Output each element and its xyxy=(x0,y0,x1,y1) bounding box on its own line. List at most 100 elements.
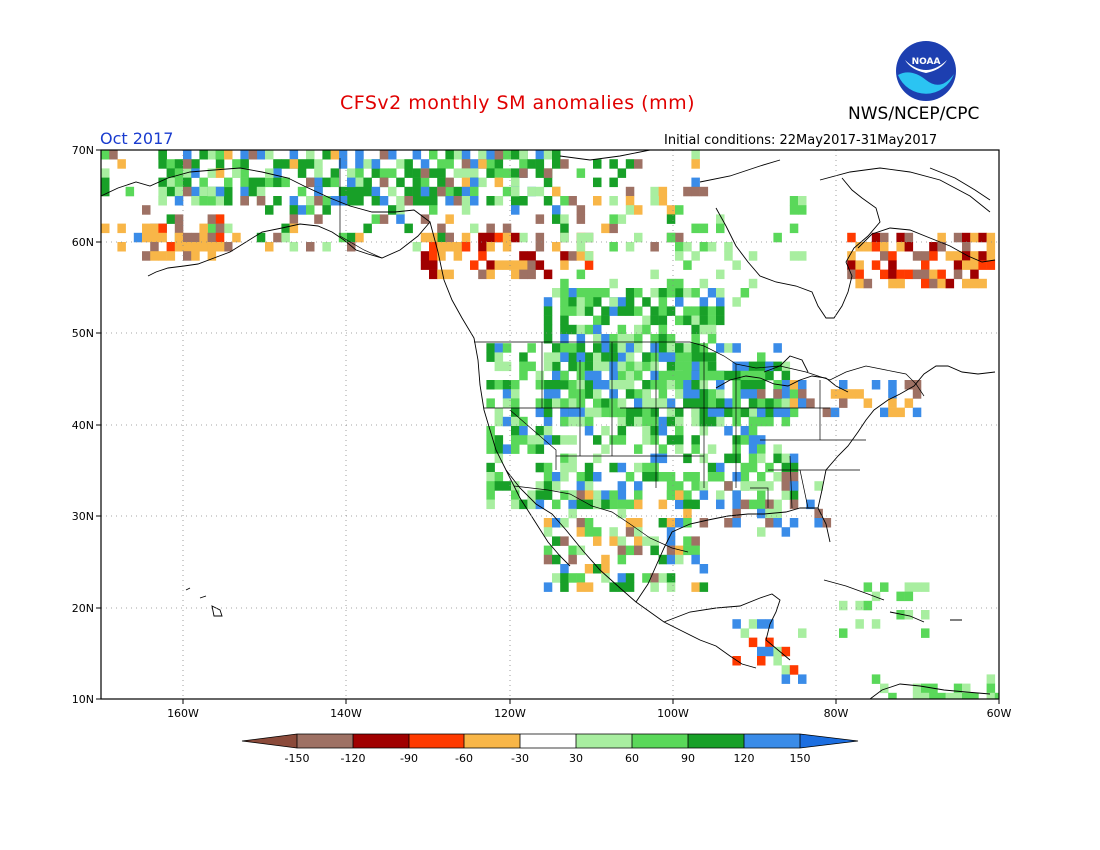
anomaly-cell xyxy=(494,481,504,491)
anomaly-cell xyxy=(609,370,618,381)
anomaly-cell xyxy=(896,269,905,280)
anomaly-cell xyxy=(166,251,176,261)
anomaly-cell xyxy=(535,490,545,500)
anomaly-cell xyxy=(379,214,389,224)
anomaly-cell xyxy=(904,610,914,620)
anomaly-cell xyxy=(732,508,741,519)
anomaly-cell xyxy=(658,324,668,335)
anomaly-cell xyxy=(609,177,618,188)
anomaly-cell xyxy=(560,288,569,298)
anomaly-cell xyxy=(683,306,692,316)
anomaly-cell xyxy=(158,223,167,234)
anomaly-cell xyxy=(699,297,709,307)
anomaly-cell xyxy=(215,196,225,206)
anomaly-cell xyxy=(101,177,110,188)
anomaly-cell xyxy=(445,196,454,206)
anomaly-cell xyxy=(839,600,848,611)
anomaly-cell xyxy=(650,196,659,206)
anomaly-cell xyxy=(560,306,569,316)
anomaly-cell xyxy=(650,426,659,436)
anomaly-cell xyxy=(486,196,495,206)
anomaly-cell xyxy=(732,297,741,307)
anomaly-cell xyxy=(675,380,684,390)
anomaly-cell xyxy=(150,232,159,243)
colorbar-box-m60-m30 xyxy=(464,734,520,748)
anomaly-cell xyxy=(707,416,717,427)
anomaly-cell xyxy=(748,370,758,381)
anomaly-cell xyxy=(666,334,676,344)
anomaly-cell xyxy=(199,186,208,197)
anomaly-cell xyxy=(297,168,307,178)
anomaly-cell xyxy=(617,554,627,565)
anomaly-cell xyxy=(625,499,635,510)
anomaly-cell xyxy=(658,343,668,353)
anomaly-cell xyxy=(552,389,561,399)
longitude-labels: 160W 140W 120W 100W 80W 60W xyxy=(167,707,1011,720)
anomaly-cell xyxy=(355,168,364,178)
anomaly-cell xyxy=(363,177,372,188)
anomaly-cell xyxy=(265,150,274,160)
anomaly-cell xyxy=(666,214,676,224)
anomaly-cell xyxy=(552,554,561,565)
anomaly-cell xyxy=(470,159,479,169)
anomaly-cell xyxy=(863,398,873,408)
anomaly-cell xyxy=(945,692,955,699)
anomaly-cell xyxy=(617,582,627,592)
anomaly-cell xyxy=(609,435,618,445)
anomaly-cell xyxy=(789,665,799,675)
anomaly-cell xyxy=(494,435,504,445)
anomaly-cell xyxy=(601,223,610,234)
anomaly-cell xyxy=(634,499,643,510)
anomaly-cell xyxy=(953,269,963,280)
anomaly-cell xyxy=(962,692,971,699)
anomaly-cell xyxy=(183,232,192,243)
anomaly-cell xyxy=(921,692,930,699)
anomaly-cell xyxy=(683,499,692,510)
anomaly-cell xyxy=(757,352,766,362)
anomaly-cell xyxy=(511,186,520,197)
anomaly-cell xyxy=(543,554,553,565)
anomaly-cell xyxy=(634,306,643,316)
anomaly-cell xyxy=(937,232,946,243)
anomaly-cell xyxy=(650,315,659,326)
anomaly-cell xyxy=(707,398,717,408)
anomaly-cell xyxy=(420,168,430,178)
anomaly-cell xyxy=(634,232,643,243)
anomaly-cell xyxy=(748,462,758,473)
anomaly-cell xyxy=(568,508,577,519)
anomaly-cell xyxy=(724,426,733,436)
anomaly-cell xyxy=(412,186,422,197)
anomaly-cell xyxy=(511,490,520,500)
anomaly-cell xyxy=(683,536,692,546)
anomaly-cell xyxy=(691,186,700,197)
anomaly-cell xyxy=(666,205,676,215)
anomaly-cell xyxy=(765,407,774,418)
anomaly-cell xyxy=(511,205,520,215)
anomaly-cell xyxy=(781,462,791,473)
anomaly-cell xyxy=(215,214,225,224)
anomaly-cell xyxy=(568,554,577,565)
anomaly-cell xyxy=(552,499,561,510)
anomaly-cell xyxy=(765,462,774,473)
anomaly-cell xyxy=(142,205,151,215)
anomaly-cell xyxy=(552,472,561,482)
anomaly-cell xyxy=(486,232,495,243)
anomaly-cell xyxy=(634,490,643,500)
anomaly-cell xyxy=(478,251,487,261)
anomaly-cell xyxy=(232,168,241,178)
anomaly-cell xyxy=(478,232,487,243)
anomaly-cell xyxy=(683,186,692,197)
anomaly-cell xyxy=(478,150,487,160)
anomaly-cell xyxy=(511,426,520,436)
anomaly-cell xyxy=(773,499,782,510)
anomaly-cell xyxy=(560,573,569,583)
anomaly-cell xyxy=(429,196,438,206)
anomaly-cell xyxy=(740,435,750,445)
anomaly-cell xyxy=(683,361,692,372)
anomaly-cell xyxy=(658,499,668,510)
anomaly-cell xyxy=(699,242,709,252)
anomaly-cell xyxy=(593,499,602,510)
anomaly-cell xyxy=(306,150,315,160)
anomaly-cell xyxy=(527,186,536,197)
coastlines xyxy=(101,150,996,699)
